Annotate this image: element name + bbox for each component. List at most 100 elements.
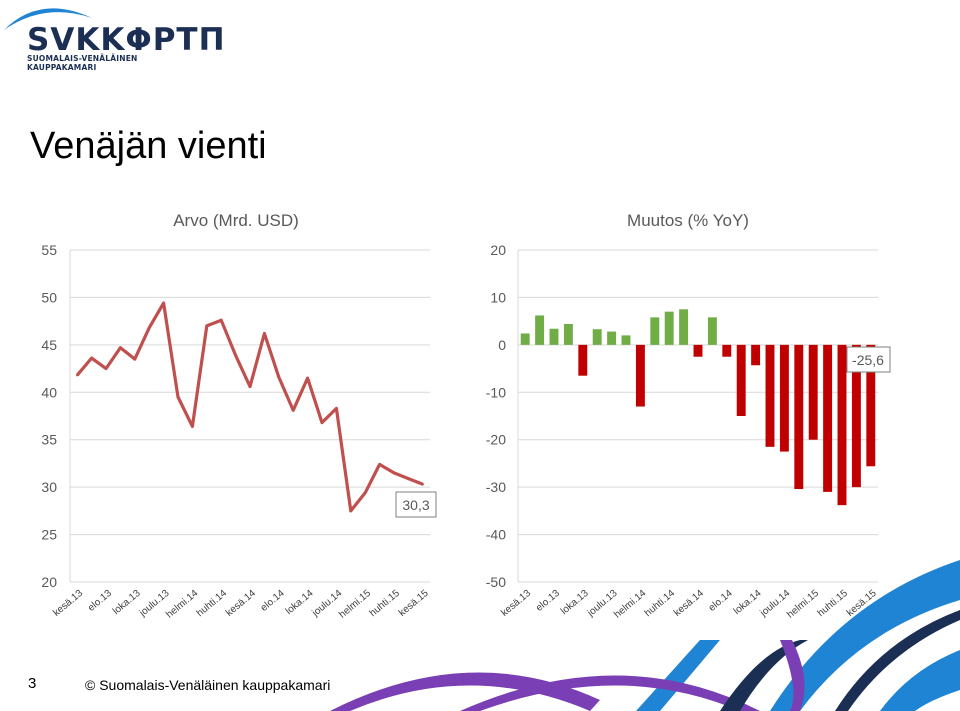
- y-tick-label: 40: [41, 384, 57, 400]
- logo: SVKKΦΡΤΠ SUOMALAIS-VENÄLÄINEN KAUPPAKAMA…: [0, 0, 225, 72]
- y-tick-label: 30: [41, 479, 57, 495]
- y-tick-label: -40: [486, 527, 506, 543]
- y-tick-label: 45: [41, 337, 57, 353]
- data-label-callout: -25,6: [846, 346, 891, 373]
- logo-text: SVKKΦΡΤΠ: [27, 22, 226, 58]
- data-point: [90, 356, 93, 360]
- series-line: [75, 301, 424, 513]
- y-axis-ticks: -50 -40 -30 -20 -10 0 10 20: [486, 242, 506, 590]
- bar: [794, 344, 804, 490]
- y-tick-label: 10: [490, 289, 506, 305]
- data-point: [220, 318, 223, 322]
- y-tick-label: 35: [41, 432, 57, 448]
- chart-grid: [69, 249, 430, 583]
- x-tick-label: helmi.15: [785, 588, 821, 621]
- series-bars: [520, 309, 876, 506]
- page-number: 3: [28, 675, 37, 692]
- bar: [808, 344, 818, 440]
- data-point: [133, 357, 136, 361]
- x-tick-label: kesä.13: [499, 588, 533, 619]
- bar: [621, 335, 631, 345]
- y-tick-label: -20: [486, 432, 506, 448]
- data-point: [76, 374, 79, 377]
- data-point: [421, 483, 424, 486]
- value-line-chart: Arvo (Mrd. USD) 20 25 30 35 40 45 50 55 kesä.13…: [41, 211, 437, 621]
- data-point: [162, 301, 165, 305]
- x-tick-label: kesä.15: [397, 588, 431, 619]
- y-axis-ticks: 20 25 30 35 40 45 50 55: [41, 242, 57, 590]
- x-tick-label: kesä.14: [224, 588, 258, 619]
- charts-canvas: Arvo (Mrd. USD) 20 25 30 35 40 45 50 55 kesä.13…: [41, 211, 891, 621]
- y-tick-label: -50: [486, 574, 506, 590]
- data-point: [407, 477, 410, 480]
- data-point: [191, 425, 194, 428]
- data-point: [119, 346, 122, 349]
- data-point: [364, 491, 367, 495]
- data-label-callout: 30,3: [395, 491, 437, 518]
- bar: [563, 323, 573, 345]
- data-point: [176, 395, 180, 399]
- x-tick-label: helmi.14: [164, 588, 200, 621]
- x-tick-label: kesä.13: [51, 588, 85, 619]
- x-tick-label: elo.14: [259, 588, 287, 614]
- chart-grid: [517, 249, 878, 583]
- bar: [837, 344, 847, 506]
- data-point: [292, 409, 295, 412]
- bar: [693, 344, 703, 357]
- x-tick-label: huhti.15: [368, 588, 403, 620]
- bar: [635, 344, 645, 407]
- chart-title: Arvo (Mrd. USD): [173, 211, 299, 230]
- bar: [736, 344, 746, 416]
- x-tick-label: kesä.14: [672, 588, 706, 619]
- series-points: [76, 301, 424, 513]
- y-tick-label: 25: [41, 527, 57, 543]
- bar: [823, 344, 833, 492]
- data-point: [248, 385, 252, 388]
- data-point: [392, 471, 396, 475]
- data-point: [205, 324, 208, 328]
- x-tick-label: helmi.15: [337, 588, 373, 621]
- bar: [520, 333, 530, 345]
- data-point: [306, 376, 309, 380]
- bar: [779, 344, 789, 452]
- x-tick-label: elo.13: [86, 588, 114, 614]
- x-tick-label: huhti.14: [195, 588, 230, 620]
- x-axis-ticks: kesä.13 elo.13loka.13joulu.13helmi.14huht…: [499, 588, 879, 621]
- bar: [707, 317, 717, 345]
- copyright-text: © Suomalais-Venäläinen kauppakamari: [85, 677, 331, 693]
- data-point: [349, 509, 352, 513]
- x-tick-label: helmi.14: [612, 588, 648, 621]
- x-tick-label: elo.14: [707, 588, 735, 614]
- data-point: [234, 354, 237, 357]
- logo-subtitle: SUOMALAIS-VENÄLÄINEN KAUPPAKAMARI: [27, 54, 138, 72]
- data-label: -25,6: [852, 352, 884, 368]
- data-point: [378, 463, 381, 466]
- change-bar-chart: Muutos (% YoY) -50 -40 -30 -20 -10 0 10 20 kesä…: [486, 211, 891, 621]
- x-tick-label: huhti.14: [643, 588, 678, 620]
- bar: [535, 315, 545, 345]
- y-tick-label: 0: [498, 337, 506, 353]
- data-label: 30,3: [402, 497, 429, 513]
- bar: [722, 344, 732, 357]
- y-tick-label: 20: [41, 574, 57, 590]
- y-tick-label: 20: [490, 242, 506, 258]
- y-tick-label: 50: [41, 289, 57, 305]
- x-tick-label: kesä.15: [845, 588, 879, 619]
- chart-title: Muutos (% YoY): [627, 211, 749, 230]
- data-point: [277, 375, 280, 379]
- data-point: [148, 326, 151, 329]
- x-tick-label: huhti.15: [816, 588, 851, 620]
- logo-swoosh-icon: [4, 8, 92, 30]
- bar: [607, 331, 617, 345]
- data-point: [335, 407, 338, 410]
- bar: [679, 309, 689, 345]
- page-title: Venäjän vienti: [30, 125, 267, 167]
- bar: [650, 317, 660, 345]
- bar: [751, 344, 761, 366]
- x-axis-ticks: kesä.13 elo.13loka.13joulu.13helmi.14huht…: [51, 588, 431, 621]
- y-tick-label: 55: [41, 242, 57, 258]
- bar: [549, 328, 559, 345]
- y-tick-label: -10: [486, 384, 506, 400]
- bar: [578, 344, 588, 376]
- data-point: [320, 421, 324, 424]
